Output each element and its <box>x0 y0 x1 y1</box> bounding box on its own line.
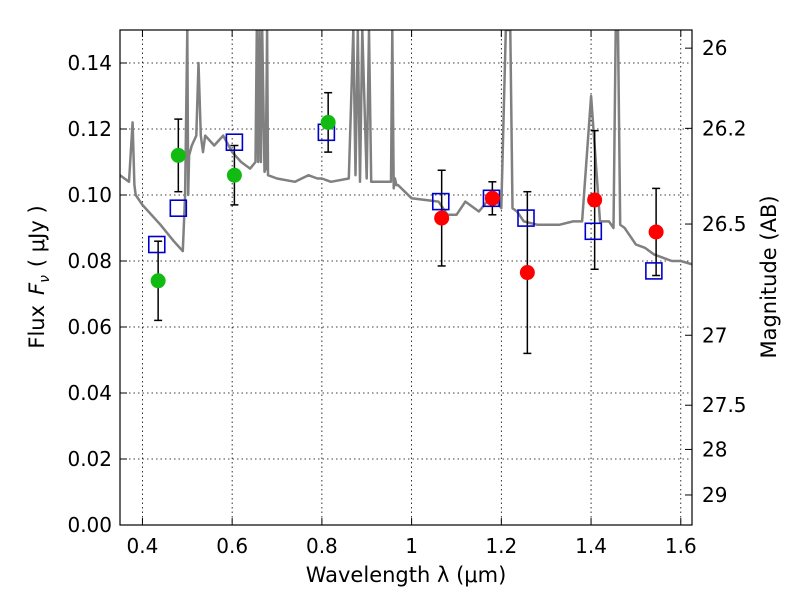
right-tick-label: 29 <box>702 483 727 507</box>
right-axis-label: Magnitude (AB) <box>757 195 781 358</box>
right-tick-label: 26.5 <box>702 212 747 236</box>
red-point <box>519 265 535 281</box>
model-square-marker <box>169 199 188 217</box>
green-point <box>226 167 242 183</box>
plot-area <box>120 30 692 525</box>
model-square-marker <box>645 262 663 280</box>
y-tick-label: 0.06 <box>67 315 112 339</box>
y-axis-label-symbol: F <box>25 282 49 295</box>
red-point <box>484 190 500 206</box>
x-tick-label: 1 <box>405 534 418 558</box>
right-tick-label: 26 <box>702 36 727 60</box>
grid-lines <box>120 30 692 526</box>
x-axis-label: Wavelength λ (μm) <box>306 563 507 587</box>
x-tick-label: 0.6 <box>216 534 248 558</box>
photometry-markers <box>147 91 664 355</box>
y-tick-label: 0.04 <box>67 381 112 405</box>
model-square-marker <box>225 133 244 151</box>
x-tick-label: 0.8 <box>306 534 338 558</box>
y-tick-label: 0.10 <box>67 183 112 207</box>
model-square-marker <box>431 192 450 211</box>
model-square-marker <box>147 235 166 254</box>
green-point <box>170 147 186 163</box>
green-point <box>320 114 336 130</box>
y-axis-label-text: Flux <box>25 305 49 349</box>
x-tick-label: 0.4 <box>127 534 159 558</box>
right-tick-label: 26.2 <box>702 116 747 140</box>
y-axis-label-unit: ( μJy ) <box>25 205 49 267</box>
axis-ticks: 0.4 0.6 0.8 1 1.2 1.4 1.6 0.00 0.02 0.04 0.06 0.08 0… <box>67 30 747 558</box>
x-tick-label: 1.2 <box>485 534 517 558</box>
model-square-marker <box>584 222 603 241</box>
y-axis-label-subscript: ν <box>37 275 53 283</box>
model-spectrum-line <box>120 30 692 266</box>
y-axis-label: Flux Fν ( μJy ) <box>25 205 53 348</box>
x-tick-label: 1.6 <box>665 534 697 558</box>
y-tick-label: 0.12 <box>67 117 112 141</box>
x-tick-label: 1.4 <box>575 534 607 558</box>
red-point <box>648 224 664 240</box>
right-tick-label: 27 <box>702 323 727 347</box>
y-tick-label: 0.00 <box>67 513 112 537</box>
y-tick-label: 0.02 <box>67 447 112 471</box>
green-point <box>150 273 166 289</box>
y-tick-label: 0.14 <box>67 51 112 75</box>
red-point <box>587 192 603 208</box>
right-tick-label: 27.5 <box>702 393 747 417</box>
plot-frame <box>119 29 693 526</box>
right-tick-label: 28 <box>702 437 727 461</box>
red-point <box>434 210 450 226</box>
model-square-marker <box>517 209 535 227</box>
y-tick-label: 0.08 <box>67 249 112 273</box>
model-spectrum <box>120 30 692 266</box>
